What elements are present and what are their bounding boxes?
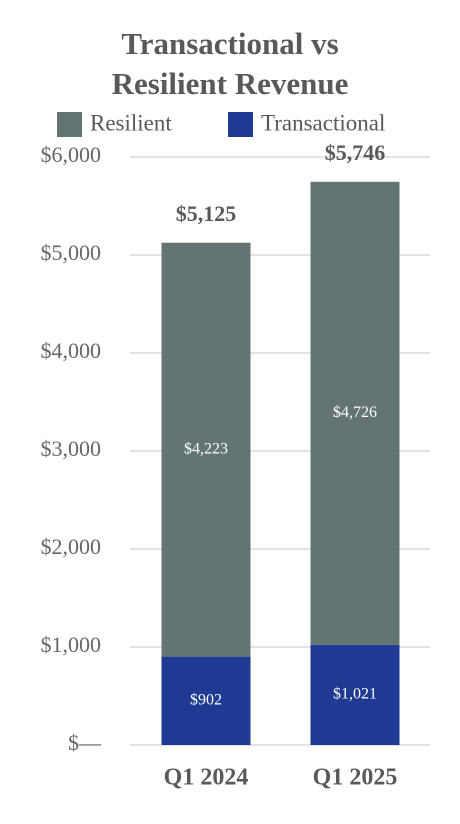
legend-swatch (228, 112, 253, 137)
bar-segment (161, 656, 251, 745)
legend-label: Transactional (261, 110, 385, 135)
total-label: $5,125 (176, 201, 237, 226)
legend-label: Resilient (90, 110, 172, 135)
y-tick-label: $6,000 (41, 142, 102, 167)
y-tick-label: $1,000 (41, 632, 102, 657)
value-label: $902 (190, 691, 222, 708)
y-tick-label: $2,000 (41, 534, 102, 559)
x-tick-label: Q1 2025 (313, 765, 398, 791)
bar-segment (310, 181, 400, 645)
bar-segment (161, 242, 251, 657)
value-label: $4,223 (184, 440, 228, 457)
y-tick-label: $4,000 (41, 338, 102, 363)
y-tick-label: $5,000 (41, 240, 102, 265)
value-label: $1,021 (333, 686, 377, 703)
legend-swatch (57, 112, 82, 137)
chart-title: Transactional vs Resilient Revenue (111, 26, 349, 101)
total-label: $5,746 (325, 140, 386, 165)
bar-segment (310, 644, 400, 745)
y-tick-label: $3,000 (41, 436, 102, 461)
x-tick-label: Q1 2024 (164, 765, 249, 791)
value-label: $4,726 (333, 404, 377, 421)
y-tick-label: $— (68, 730, 102, 755)
